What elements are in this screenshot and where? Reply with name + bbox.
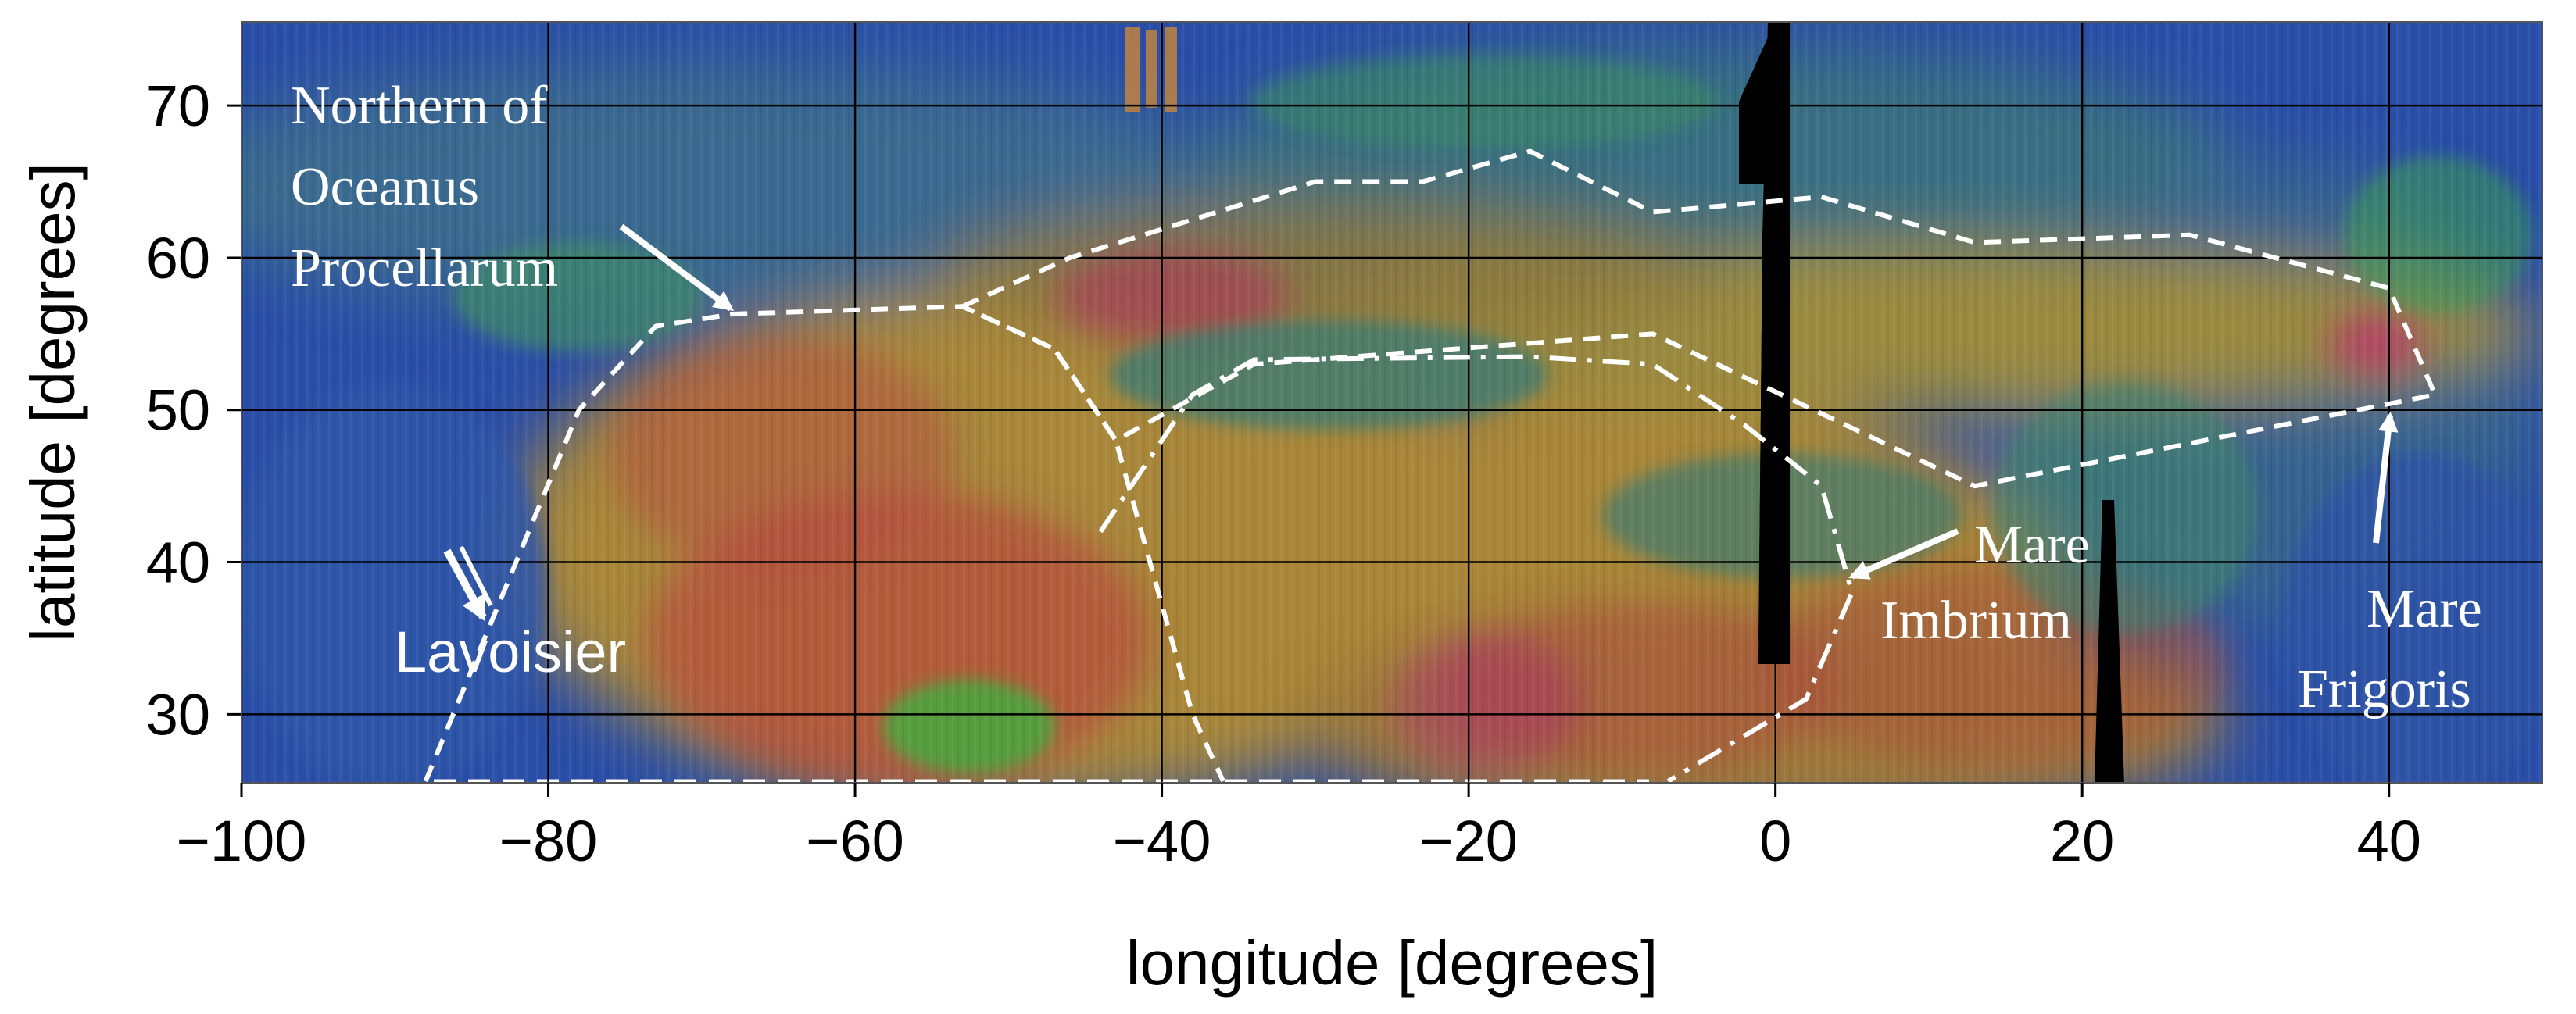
frigoris-label-line1: Mare — [2367, 579, 2482, 639]
y-tick-label: 60 — [146, 226, 210, 291]
x-tick-label: 20 — [2050, 809, 2114, 873]
x-tick-label: −100 — [177, 809, 307, 873]
x-tick-label: 40 — [2357, 809, 2421, 873]
x-tick-label: −20 — [1419, 809, 1518, 873]
x-tick-label: 0 — [1759, 809, 1791, 873]
imbrium-label-line1: Mare — [1974, 515, 2090, 575]
y-tick-label: 70 — [146, 73, 210, 138]
y-axis: 30 40 50 60 70 — [146, 73, 242, 747]
annotation-procellarum: Northern of Oceanus Procellarum — [291, 76, 735, 312]
lavoisier-label: Lavoisier — [395, 619, 626, 684]
region-outline-mare-frigoris — [961, 148, 2438, 489]
map-grid — [242, 22, 2542, 783]
y-tick-label: 50 — [146, 378, 210, 443]
procellarum-arrow — [619, 223, 735, 312]
x-tick-label: −60 — [806, 809, 904, 873]
region-outline-mare-imbrium — [1098, 354, 1855, 783]
x-tick-label: −40 — [1113, 809, 1211, 873]
annotation-frigoris: Mare Frigoris — [2298, 411, 2482, 719]
imbrium-arrow — [1848, 528, 1959, 580]
x-axis-title: longitude [degrees] — [1126, 928, 1658, 998]
annotation-imbrium: Mare Imbrium — [1848, 515, 2090, 651]
region-outlines — [423, 148, 2438, 783]
data-gap-strips — [1125, 23, 2124, 783]
plot-frame — [241, 21, 2543, 784]
composite-color-map — [242, 22, 2542, 783]
lavoisier-arrow-2 — [459, 545, 493, 607]
y-axis-title: latitude [degrees] — [18, 162, 88, 642]
annotation-lavoisier: Lavoisier — [395, 545, 626, 684]
y-tick-label: 40 — [146, 530, 210, 595]
imbrium-label-line2: Imbrium — [1880, 591, 2072, 651]
procellarum-label-line1: Northern of — [291, 76, 548, 136]
x-axis: −100 −80 −60 −40 −20 0 20 40 — [177, 783, 2421, 873]
procellarum-label-line2: Oceanus — [291, 157, 479, 217]
y-tick-label: 30 — [146, 682, 210, 747]
lavoisier-arrow — [443, 548, 487, 622]
procellarum-label-line3: Procellarum — [291, 238, 558, 298]
frigoris-label-line2: Frigoris — [2298, 659, 2471, 719]
x-tick-label: −80 — [499, 809, 598, 873]
frigoris-arrow — [2373, 411, 2399, 544]
